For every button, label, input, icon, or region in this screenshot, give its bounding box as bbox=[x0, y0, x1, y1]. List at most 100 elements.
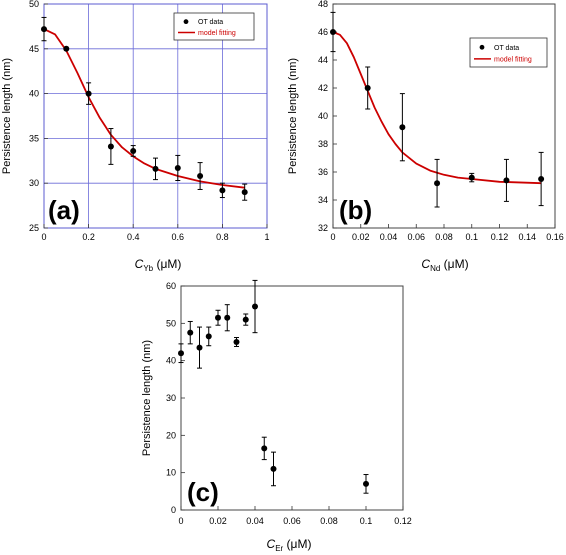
y-tick-label: 42 bbox=[318, 83, 328, 93]
panel-c: 0 0.02 0.04 0.06 0.08 0.1 0.12 0 10 20 30 40 50 60 Per… bbox=[141, 279, 412, 553]
data-point bbox=[174, 164, 181, 171]
x-tick-label: 0 bbox=[330, 232, 335, 242]
legend-marker-ot-data bbox=[479, 44, 485, 50]
y-tick-label: 40 bbox=[166, 356, 176, 366]
x-tick-label: 0.02 bbox=[352, 232, 370, 242]
x-axis-label: CYb (μM) bbox=[135, 257, 182, 273]
x-axis-label: CNd (μM) bbox=[421, 257, 468, 273]
x-tick-label: 0.2 bbox=[82, 232, 95, 242]
x-axis-subscript: Yb bbox=[143, 264, 153, 273]
data-point bbox=[224, 314, 231, 321]
y-axis-label: Persistence length (nm) bbox=[287, 58, 299, 174]
model-fit-line bbox=[43, 28, 245, 189]
y-tick-label: 0 bbox=[171, 505, 176, 515]
y-tick-label: 44 bbox=[318, 55, 328, 65]
data-point bbox=[468, 174, 475, 181]
y-tick-label: 34 bbox=[318, 195, 328, 205]
x-tick-label: 0.04 bbox=[246, 516, 264, 526]
x-tick-label: 0.08 bbox=[435, 232, 453, 242]
x-tick-label: 0.6 bbox=[172, 232, 185, 242]
data-point bbox=[178, 350, 184, 357]
panel-a: 0 0.2 0.4 0.6 0.8 1 25 30 35 40 45 50 Persistence le… bbox=[1, 0, 270, 273]
data-point bbox=[196, 344, 203, 351]
data-point bbox=[63, 45, 70, 52]
legend-label-model-fitting: model fitting bbox=[198, 30, 236, 37]
x-tick-label: 0.06 bbox=[283, 516, 301, 526]
x-tick-label: 0.08 bbox=[320, 516, 338, 526]
x-axis-label: CEr (μM) bbox=[267, 537, 312, 553]
y-tick-label: 48 bbox=[318, 0, 328, 9]
y-tick-label: 32 bbox=[318, 223, 328, 233]
data-point bbox=[252, 303, 258, 310]
x-tick-label: 0.04 bbox=[380, 232, 398, 242]
data-point bbox=[399, 124, 406, 131]
panel-b: 0 0.02 0.04 0.06 0.08 0.1 0.12 0.14 0.16 32 34 36 38… bbox=[287, 0, 564, 273]
y-axis-label: Persistence length (nm) bbox=[1, 58, 13, 174]
panel-label: (b) bbox=[339, 195, 372, 225]
data-point bbox=[270, 465, 277, 472]
x-tick-label: 0 bbox=[178, 516, 183, 526]
x-tick-label: 0.8 bbox=[216, 232, 229, 242]
y-tick-label: 30 bbox=[166, 393, 176, 403]
y-tick-label: 30 bbox=[29, 178, 39, 188]
x-tick-label: 0.14 bbox=[518, 232, 536, 242]
panel-label: (c) bbox=[187, 477, 219, 507]
legend-marker-ot-data bbox=[183, 19, 189, 25]
x-axis-symbol: C bbox=[135, 257, 144, 271]
x-axis-subscript: Nd bbox=[430, 264, 440, 273]
y-tick-label: 20 bbox=[166, 430, 176, 440]
data-point bbox=[364, 85, 371, 91]
data-point bbox=[363, 480, 369, 487]
y-tick-label: 46 bbox=[318, 27, 328, 37]
panel-label: (a) bbox=[48, 195, 80, 225]
legend-box bbox=[173, 12, 255, 41]
legend-label-model-fitting: model fitting bbox=[494, 56, 532, 63]
x-tick-label: 0.12 bbox=[491, 232, 509, 242]
y-tick-label: 50 bbox=[166, 318, 176, 328]
x-tick-label: 1 bbox=[264, 232, 269, 242]
y-tick-label: 60 bbox=[166, 281, 176, 291]
x-tick-label: 0.06 bbox=[407, 232, 425, 242]
data-point bbox=[241, 189, 248, 196]
y-tick-label: 50 bbox=[29, 0, 39, 9]
y-tick-label: 40 bbox=[29, 89, 39, 99]
x-tick-label: 0.16 bbox=[546, 232, 564, 242]
y-tick-label: 25 bbox=[29, 223, 39, 233]
y-tick-label: 45 bbox=[29, 44, 39, 54]
x-tick-label: 0.02 bbox=[209, 516, 227, 526]
x-axis-subscript: Er bbox=[275, 544, 283, 553]
y-tick-label: 38 bbox=[318, 139, 328, 149]
y-tick-label: 36 bbox=[318, 167, 328, 177]
data-point bbox=[107, 143, 114, 150]
x-tick-label: 0.1 bbox=[465, 232, 478, 242]
x-axis-unit: (μM) bbox=[440, 257, 468, 271]
data-point bbox=[197, 173, 204, 180]
x-tick-label: 0 bbox=[41, 232, 46, 242]
data-point bbox=[41, 26, 47, 33]
data-point bbox=[261, 445, 268, 452]
data-point bbox=[219, 187, 226, 194]
x-axis-symbol: C bbox=[421, 257, 430, 271]
x-axis-unit: (μM) bbox=[283, 537, 311, 551]
x-tick-label: 0.1 bbox=[360, 516, 373, 526]
data-point bbox=[130, 147, 137, 154]
legend-box bbox=[469, 37, 548, 68]
model-fit-line bbox=[332, 31, 542, 185]
data-point bbox=[538, 176, 545, 182]
data-point bbox=[152, 165, 159, 172]
y-tick-label: 10 bbox=[166, 468, 176, 478]
data-point bbox=[434, 180, 441, 187]
x-tick-label: 0.12 bbox=[394, 516, 412, 526]
data-point bbox=[330, 29, 336, 35]
data-point bbox=[205, 333, 212, 340]
x-tick-label: 0.4 bbox=[127, 232, 140, 242]
plot-frame bbox=[43, 3, 268, 229]
data-point bbox=[215, 314, 221, 321]
x-axis-symbol: C bbox=[267, 537, 276, 551]
data-point bbox=[233, 339, 240, 345]
y-tick-label: 40 bbox=[318, 111, 328, 121]
y-axis-label: Persistence length (nm) bbox=[141, 340, 153, 456]
data-point bbox=[187, 329, 194, 336]
plot-area bbox=[44, 4, 267, 228]
